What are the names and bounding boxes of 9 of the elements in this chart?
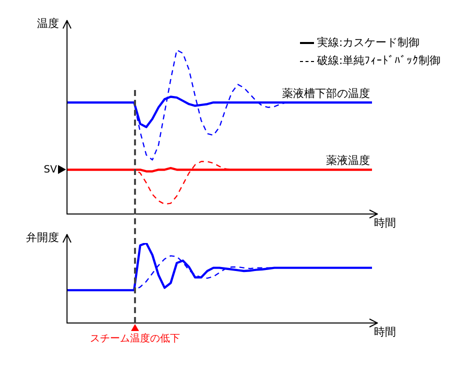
x-axis-title: 時間 xyxy=(374,216,396,230)
series-label: 薬液温度 xyxy=(326,154,370,168)
y-axis-title: 温度 xyxy=(37,16,59,30)
series-label: 薬液槽下部の温度 xyxy=(282,86,370,100)
text: スチーム温度の低下 xyxy=(90,332,180,345)
text: SV xyxy=(44,164,58,176)
x-axis-title: 時間 xyxy=(374,325,396,338)
text: 実線:カスケード制御 xyxy=(317,35,420,51)
annotation: 破線:単純ﾌｨｰﾄﾞﾊﾞｯｸ制御 xyxy=(317,53,441,69)
